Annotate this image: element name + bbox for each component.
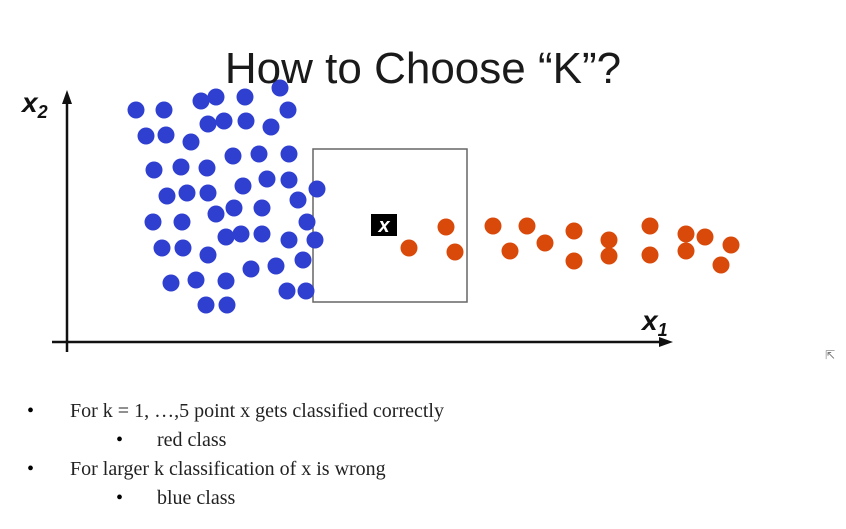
sub-bullet-marker: • (116, 487, 124, 509)
blue-point (153, 239, 171, 257)
red-point (677, 225, 695, 243)
blue-point (253, 199, 271, 217)
red-point (484, 217, 502, 235)
blue-point (237, 112, 255, 130)
blue-point (271, 79, 289, 97)
blue-point (218, 296, 236, 314)
blue-point (289, 191, 307, 209)
blue-point (242, 260, 260, 278)
bullet-2-text: For larger k classification of x is wron… (70, 458, 386, 480)
blue-point (199, 184, 217, 202)
y-axis-label: x2 (20, 87, 48, 122)
blue-point (207, 205, 225, 223)
pointer-arrow-icon: ⇱ (825, 348, 836, 362)
y-axis-arrowhead (62, 90, 72, 104)
red-point (565, 222, 583, 240)
blue-point (280, 171, 298, 189)
blue-point (192, 92, 210, 110)
blue-point (267, 257, 285, 275)
blue-point (297, 282, 315, 300)
blue-point (215, 112, 233, 130)
blue-point (197, 296, 215, 314)
blue-point (280, 231, 298, 249)
blue-point (162, 274, 180, 292)
red-point (641, 246, 659, 264)
red-point (641, 217, 659, 235)
bullet-1-sub-text: red class (157, 429, 227, 451)
blue-point (258, 170, 276, 188)
blue-point (279, 101, 297, 119)
blue-point (217, 228, 235, 246)
blue-point (199, 115, 217, 133)
x-axis-label: x1 (640, 305, 668, 340)
red-point (518, 217, 536, 235)
blue-point (199, 246, 217, 264)
blue-point (225, 199, 243, 217)
red-point (400, 239, 418, 257)
slide-title: How to Choose “K”? (224, 44, 622, 93)
blue-point (187, 271, 205, 289)
blue-point (262, 118, 280, 136)
blue-point (250, 145, 268, 163)
query-point-box (371, 214, 397, 236)
blue-point (145, 161, 163, 179)
bullet-marker: • (27, 458, 35, 480)
blue-point (294, 251, 312, 269)
blue-point (144, 213, 162, 231)
bullet-2-sub-text: blue class (157, 487, 236, 509)
blue-point (174, 239, 192, 257)
blue-point (198, 159, 216, 177)
red-point (722, 236, 740, 254)
y-axis-subscript: 2 (37, 102, 48, 122)
red-point (446, 243, 464, 261)
red-point (677, 242, 695, 260)
red-point (565, 252, 583, 270)
blue-point (278, 282, 296, 300)
blue-point (306, 231, 324, 249)
sub-bullet-marker: • (116, 429, 124, 451)
query-point-label: x (377, 215, 390, 237)
blue-point (127, 101, 145, 119)
blue-point (236, 88, 254, 106)
blue-point (253, 225, 271, 243)
blue-point (182, 133, 200, 151)
blue-class-points (127, 79, 326, 314)
blue-point (178, 184, 196, 202)
blue-point (308, 180, 326, 198)
blue-point (217, 272, 235, 290)
blue-point (158, 187, 176, 205)
red-point (437, 218, 455, 236)
red-point (536, 234, 554, 252)
x-axis-subscript: 1 (658, 320, 668, 340)
red-point (501, 242, 519, 260)
blue-point (224, 147, 242, 165)
x-axis-arrowhead (659, 337, 673, 347)
blue-point (207, 88, 225, 106)
red-point (712, 256, 730, 274)
blue-point (280, 145, 298, 163)
blue-point (232, 225, 250, 243)
blue-point (155, 101, 173, 119)
blue-point (173, 213, 191, 231)
bullet-marker: • (27, 400, 35, 422)
bullet-1-text: For k = 1, …,5 point x gets classified c… (70, 400, 444, 422)
red-point (696, 228, 714, 246)
red-point (600, 247, 618, 265)
blue-point (172, 158, 190, 176)
blue-point (137, 127, 155, 145)
red-class-points (400, 217, 740, 274)
blue-point (298, 213, 316, 231)
red-point (600, 231, 618, 249)
blue-point (157, 126, 175, 144)
blue-point (234, 177, 252, 195)
